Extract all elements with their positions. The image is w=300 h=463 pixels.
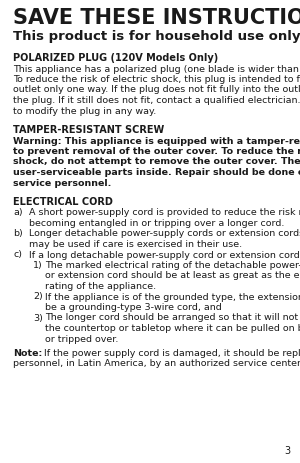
Text: Longer detachable power-supply cords or extension cords are available and: Longer detachable power-supply cords or … <box>29 229 300 238</box>
Text: Note:: Note: <box>13 348 42 357</box>
Text: becoming entangled in or tripping over a longer cord.: becoming entangled in or tripping over a… <box>29 219 284 227</box>
Text: POLARIZED PLUG (120V Models Only): POLARIZED PLUG (120V Models Only) <box>13 53 218 63</box>
Text: or extension cord should be at least as great as the electrical: or extension cord should be at least as … <box>45 271 300 280</box>
Text: TAMPER-RESISTANT SCREW: TAMPER-RESISTANT SCREW <box>13 125 164 135</box>
Text: may be used if care is exercised in their use.: may be used if care is exercised in thei… <box>29 239 242 249</box>
Text: 1): 1) <box>33 260 43 269</box>
Text: service personnel.: service personnel. <box>13 178 111 187</box>
Text: b): b) <box>13 229 23 238</box>
Text: rating of the appliance.: rating of the appliance. <box>45 282 156 290</box>
Text: If a long detachable power-supply cord or extension cord is used,: If a long detachable power-supply cord o… <box>29 250 300 259</box>
Text: If the power supply cord is damaged, it should be replaced by qualified: If the power supply cord is damaged, it … <box>41 348 300 357</box>
Text: SAVE THESE INSTRUCTIONS.: SAVE THESE INSTRUCTIONS. <box>13 8 300 28</box>
Text: the plug. If it still does not fit, contact a qualified electrician. Do not atte: the plug. If it still does not fit, cont… <box>13 96 300 105</box>
Text: personnel, in Latin America, by an authorized service center.: personnel, in Latin America, by an autho… <box>13 359 300 368</box>
Text: This product is for household use only.: This product is for household use only. <box>13 30 300 43</box>
Text: If the appliance is of the grounded type, the extension cord should: If the appliance is of the grounded type… <box>45 292 300 301</box>
Text: ELECTRICAL CORD: ELECTRICAL CORD <box>13 197 113 206</box>
Text: a): a) <box>13 208 22 217</box>
Text: or tripped over.: or tripped over. <box>45 334 118 343</box>
Text: outlet only one way. If the plug does not fit fully into the outlet, reverse: outlet only one way. If the plug does no… <box>13 85 300 94</box>
Text: The marked electrical rating of the detachable power-supply cord: The marked electrical rating of the deta… <box>45 260 300 269</box>
Text: 2): 2) <box>33 292 43 301</box>
Text: to prevent removal of the outer cover. To reduce the risk of fire or electric: to prevent removal of the outer cover. T… <box>13 147 300 156</box>
Text: To reduce the risk of electric shock, this plug is intended to fit into a polari: To reduce the risk of electric shock, th… <box>13 75 300 84</box>
Text: be a grounding-type 3-wire cord, and: be a grounding-type 3-wire cord, and <box>45 302 222 311</box>
Text: shock, do not attempt to remove the outer cover. There are no: shock, do not attempt to remove the oute… <box>13 157 300 166</box>
Text: 3): 3) <box>33 313 43 322</box>
Text: A short power-supply cord is provided to reduce the risk resulting from: A short power-supply cord is provided to… <box>29 208 300 217</box>
Text: 3: 3 <box>284 445 290 455</box>
Text: Warning: This appliance is equipped with a tamper-resistant screw: Warning: This appliance is equipped with… <box>13 136 300 145</box>
Text: c): c) <box>13 250 22 259</box>
Text: user-serviceable parts inside. Repair should be done only by authorized: user-serviceable parts inside. Repair sh… <box>13 168 300 176</box>
Text: the countertop or tabletop where it can be pulled on by children: the countertop or tabletop where it can … <box>45 323 300 332</box>
Text: to modify the plug in any way.: to modify the plug in any way. <box>13 106 156 115</box>
Text: This appliance has a polarized plug (one blade is wider than the other).: This appliance has a polarized plug (one… <box>13 64 300 73</box>
Text: The longer cord should be arranged so that it will not drape over: The longer cord should be arranged so th… <box>45 313 300 322</box>
